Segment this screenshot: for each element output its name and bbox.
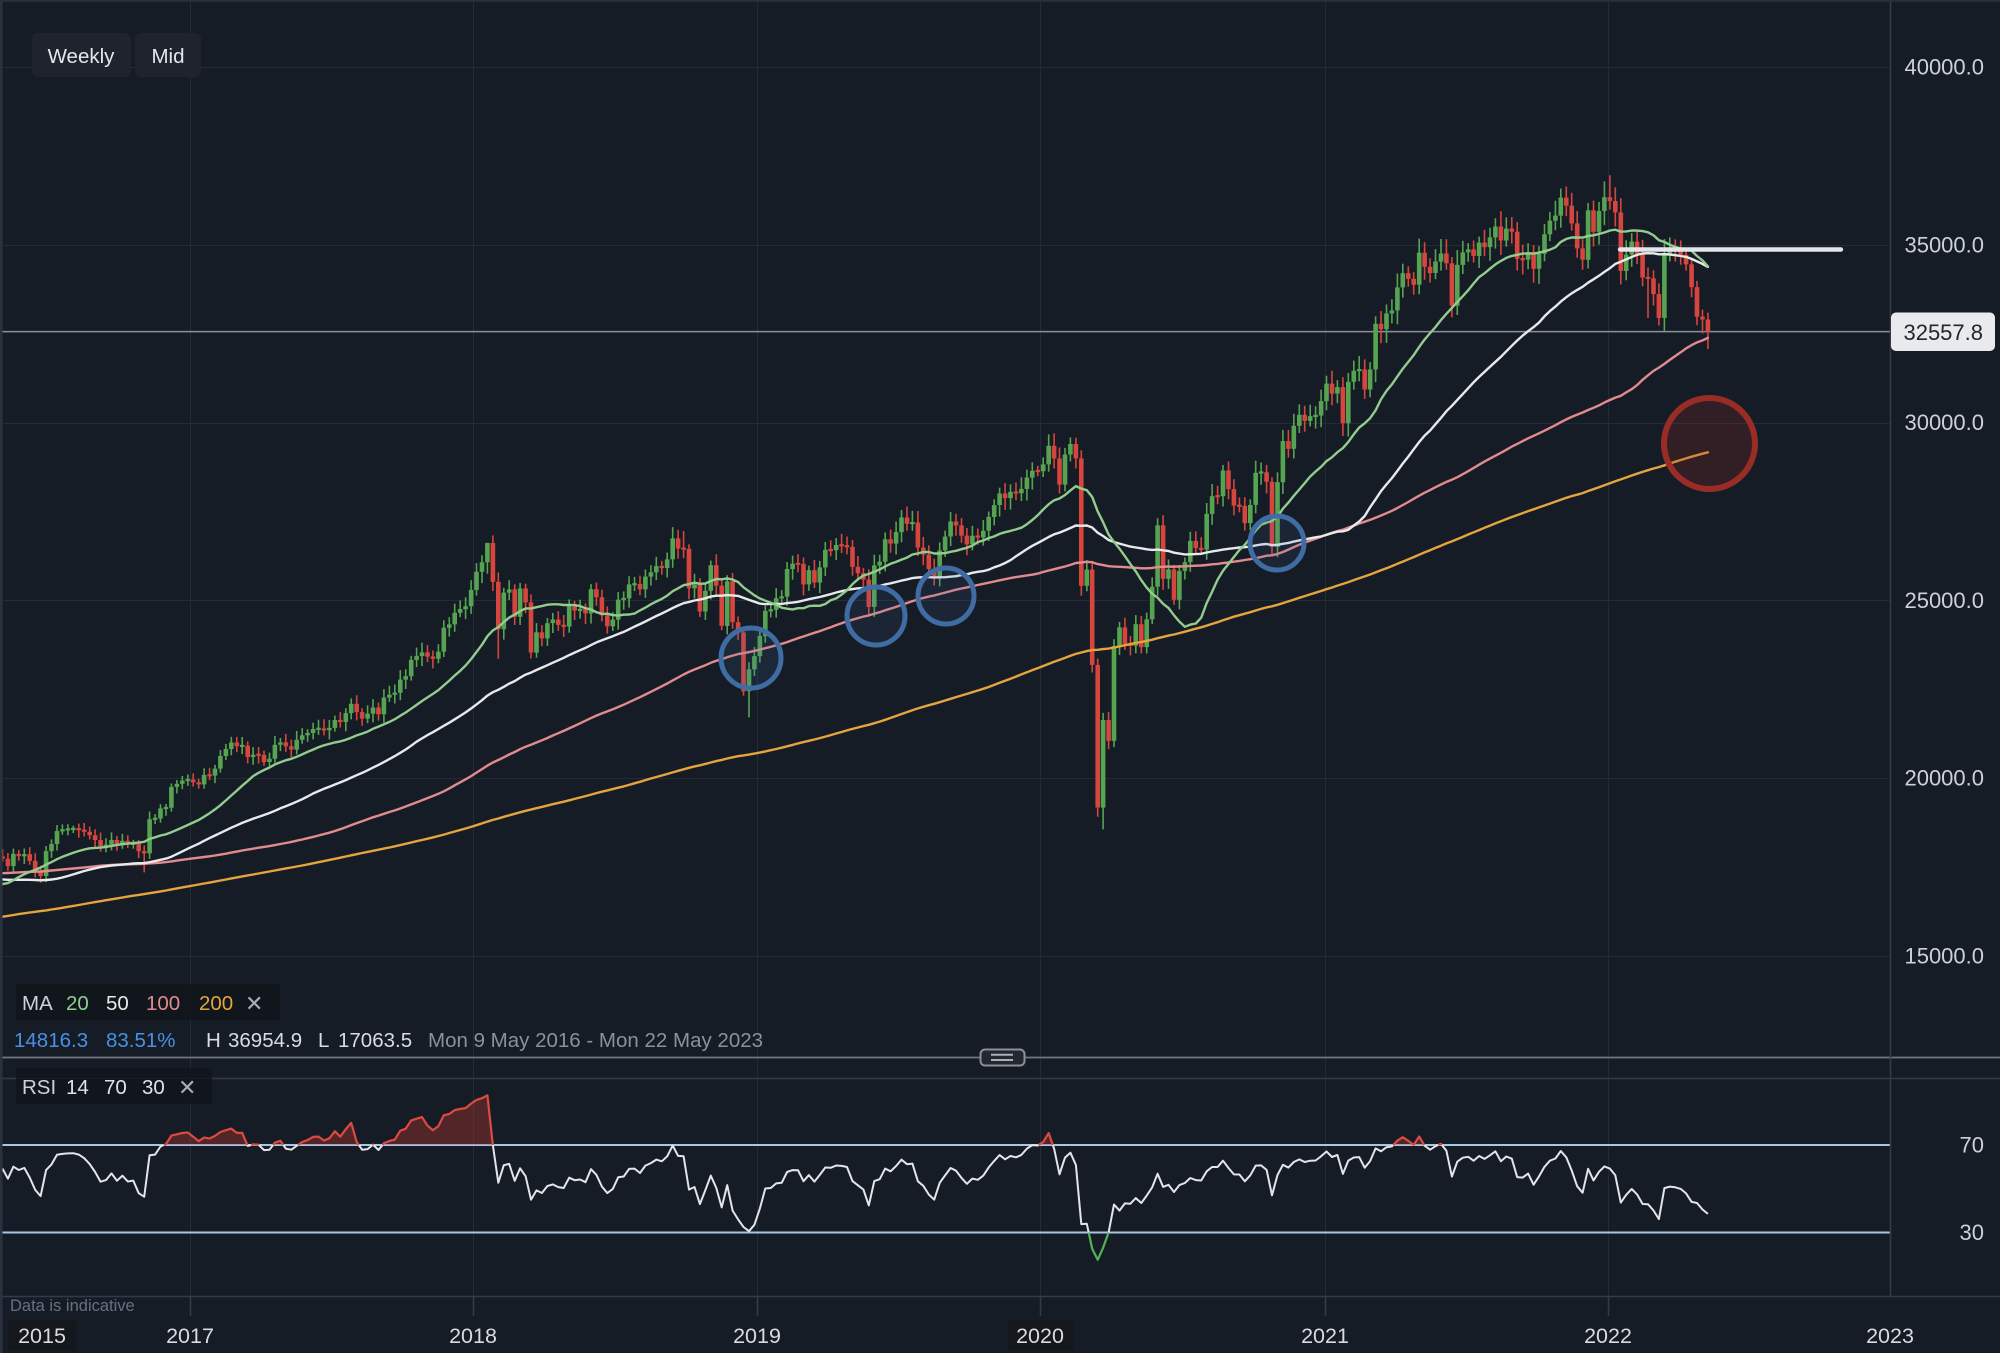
svg-text:25000.0: 25000.0 <box>1904 588 1984 613</box>
svg-text:Mid: Mid <box>151 45 184 68</box>
svg-text:50: 50 <box>106 992 129 1015</box>
svg-text:20: 20 <box>66 992 89 1015</box>
svg-text:70: 70 <box>104 1076 127 1099</box>
svg-text:2015: 2015 <box>18 1324 66 1348</box>
svg-text:L: L <box>318 1029 329 1052</box>
svg-text:Data is indicative: Data is indicative <box>10 1297 135 1315</box>
svg-text:2020: 2020 <box>1016 1324 1064 1348</box>
svg-text:H: H <box>206 1029 221 1052</box>
svg-text:2023: 2023 <box>1866 1324 1914 1348</box>
svg-text:2019: 2019 <box>733 1324 781 1348</box>
svg-text:20000.0: 20000.0 <box>1904 766 1984 791</box>
svg-text:36954.9: 36954.9 <box>228 1029 302 1052</box>
svg-text:70: 70 <box>1960 1133 1984 1158</box>
svg-text:2022: 2022 <box>1584 1324 1632 1348</box>
svg-text:✕: ✕ <box>245 991 263 1016</box>
svg-text:2018: 2018 <box>449 1324 497 1348</box>
svg-text:MA: MA <box>22 992 53 1015</box>
svg-text:30: 30 <box>142 1076 165 1099</box>
svg-text:83.51%: 83.51% <box>106 1029 176 1052</box>
svg-text:Mon 9 May 2016 - Mon 22 May 20: Mon 9 May 2016 - Mon 22 May 2023 <box>428 1029 763 1052</box>
svg-text:2017: 2017 <box>166 1324 214 1348</box>
svg-text:14: 14 <box>66 1076 89 1099</box>
svg-text:35000.0: 35000.0 <box>1904 232 1984 257</box>
svg-text:17063.5: 17063.5 <box>338 1029 412 1052</box>
svg-text:200: 200 <box>199 992 233 1015</box>
svg-text:30: 30 <box>1960 1220 1984 1245</box>
svg-text:2021: 2021 <box>1301 1324 1349 1348</box>
svg-text:30000.0: 30000.0 <box>1904 410 1984 435</box>
svg-text:40000.0: 40000.0 <box>1904 55 1984 80</box>
svg-text:32557.8: 32557.8 <box>1903 320 1983 345</box>
svg-text:15000.0: 15000.0 <box>1904 944 1984 969</box>
svg-text:14816.3: 14816.3 <box>14 1029 88 1052</box>
svg-text:✕: ✕ <box>178 1075 196 1100</box>
svg-text:RSI: RSI <box>22 1076 56 1099</box>
svg-text:100: 100 <box>146 992 180 1015</box>
svg-text:Weekly: Weekly <box>48 45 116 68</box>
